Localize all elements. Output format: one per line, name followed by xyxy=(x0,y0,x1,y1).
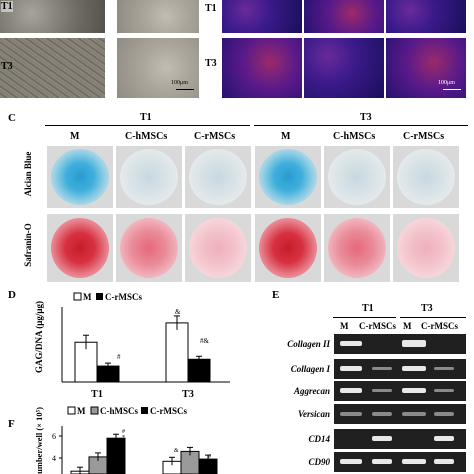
gel-col-m-2: M xyxy=(403,321,412,331)
chart-f-ylabel: Number/well (× 10⁵) xyxy=(34,407,44,474)
legend-d-crmscs-label: C-rMSCs xyxy=(105,292,142,302)
chart-f-annot-hash-t1: # xyxy=(122,429,125,435)
gene-label-aggrecan: Aggrecan xyxy=(294,386,330,396)
panel-letter-c: C xyxy=(8,112,16,124)
row-label-t1-left: T1 xyxy=(1,1,13,12)
gag-dna-chart: GAG/DNA (μg/μg) M C-rMSCs T1 T3 # & #& xyxy=(34,292,230,400)
safranin-well-t3-crmscs xyxy=(393,214,459,282)
col-label-crmscs-1: C-rMSCs xyxy=(194,131,236,142)
gene-label-collagen-ii: Collagen II xyxy=(287,339,330,349)
gel-row-cd14 xyxy=(334,429,466,449)
panel-letter-f: F xyxy=(8,418,15,430)
chart-d-ylabel: GAG/DNA (μg/μg) xyxy=(34,301,44,373)
gel-row-aggrecan xyxy=(334,381,466,401)
gel-col-crmscs-2: C-rMSCs xyxy=(421,321,458,331)
legend-f-m-swatch xyxy=(67,406,76,415)
bar-f-t1-2 xyxy=(106,437,126,474)
bar-d-t3-1 xyxy=(187,358,211,383)
gel-col-m-1: M xyxy=(340,321,349,331)
gel-group-t1: T1 xyxy=(362,303,374,314)
group-label-t3: T3 xyxy=(360,112,372,123)
micro-image-t1-c xyxy=(117,0,199,33)
legend-d-m-label: M xyxy=(83,292,92,302)
gene-label-cd90: CD90 xyxy=(308,457,330,467)
gel-group-line-t3 xyxy=(400,317,466,318)
fluor-image-t1-3 xyxy=(386,0,466,33)
chart-d-xtick-t1: T1 xyxy=(91,389,103,400)
legend-f-crmscs-swatch xyxy=(141,407,148,414)
safranin-well-t3-m xyxy=(255,214,321,282)
chart-d-annot-amp-t3: & xyxy=(175,308,181,316)
col-label-chmscs-2: C-hMSCs xyxy=(333,131,376,142)
legend-d-crmscs-swatch xyxy=(96,293,103,300)
micro-image-t3-c xyxy=(117,38,199,98)
row-label-safranin-o: Safranin-O xyxy=(23,223,33,267)
legend-f-m-label: M xyxy=(77,406,86,416)
row-label-alcian-blue: Alcian Blue xyxy=(23,151,33,197)
alcian-well-t1-m xyxy=(47,146,113,208)
scale-bar-left xyxy=(176,89,194,90)
safranin-well-t3-chmscs xyxy=(324,214,390,282)
col-label-m-2: M xyxy=(281,131,291,142)
chart-d-annot-hashamp-t3: #& xyxy=(200,337,210,345)
scale-bar-label-right: 100μm xyxy=(438,80,455,86)
col-label-chmscs-1: C-hMSCs xyxy=(125,131,168,142)
fluor-image-t3-3 xyxy=(386,38,466,98)
fluor-image-t1-2 xyxy=(304,0,384,33)
scale-bar-label-left: 100μm xyxy=(171,80,188,86)
legend-d-m-swatch xyxy=(73,292,82,301)
micro-image-t1-m xyxy=(0,0,105,33)
safranin-well-t1-crmscs xyxy=(185,214,251,282)
chart-f-annot-hash-t3: # xyxy=(208,454,211,460)
gene-label-cd14: CD14 xyxy=(308,434,330,444)
scale-bar-right xyxy=(443,89,461,90)
row-label-t1-right: T1 xyxy=(205,3,217,14)
fluor-image-t3-2 xyxy=(304,38,384,98)
alcian-well-t1-crmscs xyxy=(185,146,251,208)
gene-label-versican: Versican xyxy=(297,409,330,419)
bar-d-t3-0 xyxy=(165,322,189,383)
chart-f-annot-star-t3: * xyxy=(208,460,211,466)
col-label-crmscs-2: C-rMSCs xyxy=(403,131,445,142)
chart-f-annot-star-t1: * xyxy=(122,435,125,441)
micro-image-t3-m xyxy=(0,38,105,98)
gel-row-collagen-ii xyxy=(334,334,466,354)
gel-col-crmscs-1: C-rMSCs xyxy=(359,321,396,331)
row-label-t3-right: T3 xyxy=(205,58,217,69)
chart-d-xtick-t3: T3 xyxy=(182,389,194,400)
chart-f-ytick-label-4: 4 xyxy=(52,454,56,463)
gel-group-line-t1 xyxy=(333,317,396,318)
gel-row-cd90 xyxy=(334,452,466,472)
fluor-image-t1-1 xyxy=(222,0,302,33)
group-line-t3 xyxy=(254,125,468,126)
cell-number-chart: Number/well (× 10⁵) 6 4 M C-hMSCs C-rMSC… xyxy=(34,406,218,474)
panel-letter-e: E xyxy=(272,289,280,301)
alcian-well-t3-m xyxy=(255,146,321,208)
gel-group-t3: T3 xyxy=(421,303,433,314)
alcian-well-t3-chmscs xyxy=(324,146,390,208)
panel-letter-d: D xyxy=(8,289,16,301)
legend-f-chmscs-swatch xyxy=(90,406,99,415)
group-line-t1 xyxy=(45,125,250,126)
legend-f-crmscs-label: C-rMSCs xyxy=(150,406,187,416)
safranin-well-t1-chmscs xyxy=(116,214,182,282)
gel-row-collagen-i xyxy=(334,359,466,379)
chart-d-annot-hash-t1: # xyxy=(117,353,121,361)
chart-f-ytick-label-6: 6 xyxy=(52,432,56,441)
chart-f-annot-amp-t3: & xyxy=(174,448,179,454)
alcian-well-t3-crmscs xyxy=(393,146,459,208)
fluor-image-t3-1 xyxy=(222,38,302,98)
alcian-well-t1-chmscs xyxy=(116,146,182,208)
legend-f-chmscs-label: C-hMSCs xyxy=(100,406,139,416)
group-label-t1: T1 xyxy=(140,112,152,123)
gene-label-collagen-i: Collagen I xyxy=(290,364,330,374)
safranin-well-t1-m xyxy=(47,214,113,282)
col-label-m-1: M xyxy=(70,131,80,142)
row-label-t3-left: T3 xyxy=(1,61,13,72)
gel-row-versican xyxy=(334,404,466,424)
